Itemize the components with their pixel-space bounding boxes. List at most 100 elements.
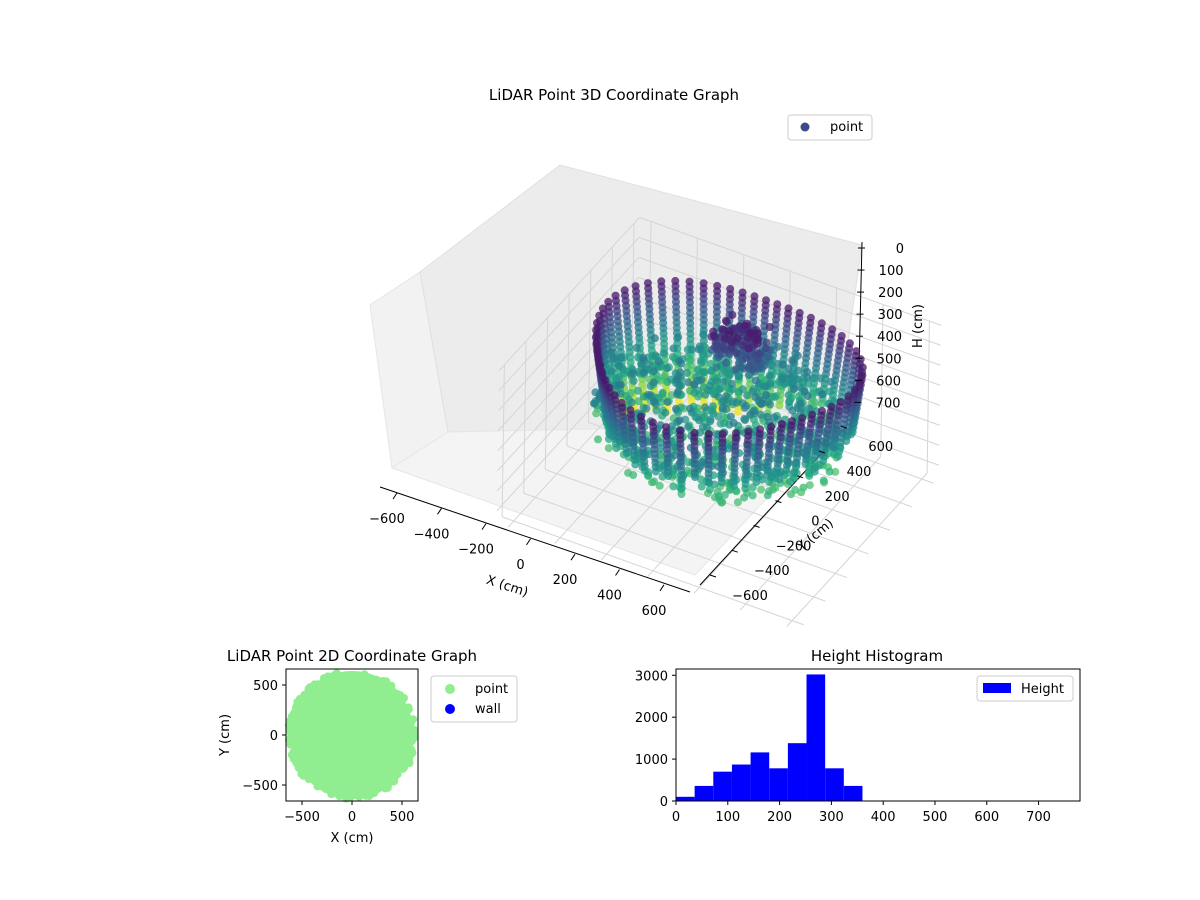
point-3d xyxy=(592,326,601,335)
y-tick-label: 0 xyxy=(270,729,278,744)
point-3d xyxy=(819,476,828,485)
point-3d xyxy=(684,422,693,431)
point-2d xyxy=(360,670,369,679)
grid-line xyxy=(588,270,592,423)
grid-line xyxy=(523,341,527,494)
point-2d xyxy=(319,674,328,683)
point-3d xyxy=(788,417,797,426)
point-3d xyxy=(706,417,715,426)
point-3d xyxy=(634,386,642,395)
point-3d xyxy=(744,344,753,353)
point-3d xyxy=(722,392,731,401)
point-3d xyxy=(803,373,812,382)
x-tick-mark xyxy=(570,553,576,561)
point-3d xyxy=(604,444,613,453)
point-2d xyxy=(345,673,354,682)
legend-marker-point xyxy=(445,684,455,694)
point-2d xyxy=(291,705,300,714)
histogram-bar xyxy=(750,752,770,801)
point-3d xyxy=(670,451,679,460)
point-3d xyxy=(775,401,784,410)
point-3d xyxy=(729,418,738,427)
x-tick-mark xyxy=(392,492,398,500)
grid-line xyxy=(498,217,640,372)
z-tick-label: 400 xyxy=(877,330,902,345)
point-3d xyxy=(729,397,737,406)
x-tick-label: 400 xyxy=(871,810,896,825)
point-2d xyxy=(304,768,313,777)
point-3d xyxy=(682,368,691,377)
point-3d xyxy=(594,435,602,444)
point-3d xyxy=(703,423,712,432)
point-3d xyxy=(834,452,843,461)
point-3d xyxy=(764,352,773,361)
x-tick-label: 200 xyxy=(767,810,792,825)
point-3d xyxy=(701,403,709,412)
point-3d xyxy=(804,404,813,413)
histogram-bar xyxy=(806,674,826,801)
point-2d xyxy=(389,691,398,700)
point-3d xyxy=(765,323,774,331)
point-3d xyxy=(673,375,682,384)
point-3d xyxy=(629,376,638,385)
point-3d xyxy=(778,360,787,369)
point-3d xyxy=(610,391,619,400)
point-3d xyxy=(695,416,704,425)
point-3d xyxy=(738,385,747,394)
point-3d xyxy=(790,468,798,477)
ticks-histogram: 0 100 200 300 400 500 600 700 0 1000 2000 3000 xyxy=(635,669,1051,825)
point-3d xyxy=(817,399,826,408)
point-3d xyxy=(772,367,781,376)
chart-3d-title: LiDAR Point 3D Coordinate Graph xyxy=(489,86,739,104)
point-3d xyxy=(763,491,772,500)
point-3d xyxy=(683,362,692,371)
y-tick-label: −500 xyxy=(242,779,278,794)
point-3d xyxy=(731,429,740,438)
legend-marker-wall xyxy=(445,704,455,714)
legend-marker-point xyxy=(800,122,810,132)
point-3d xyxy=(734,359,743,368)
point-3d xyxy=(675,381,684,390)
point-3d xyxy=(720,490,729,499)
x-tick-mark xyxy=(437,508,442,515)
point-3d xyxy=(803,368,812,376)
point-3d xyxy=(740,493,749,502)
point-3d xyxy=(634,397,643,406)
point-3d xyxy=(818,407,826,415)
point-3d xyxy=(784,364,793,373)
point-3d xyxy=(830,443,839,451)
point-3d xyxy=(626,370,635,379)
grid-line xyxy=(566,294,570,447)
y-tick-mark xyxy=(840,425,847,429)
grid-line xyxy=(498,257,640,412)
legend-box xyxy=(976,675,1074,702)
point-3d xyxy=(651,351,660,360)
point-3d xyxy=(751,393,760,401)
histogram-bar xyxy=(843,785,863,801)
point-3d xyxy=(743,333,752,342)
point-3d xyxy=(697,358,706,367)
point-3d xyxy=(789,385,798,394)
point-3d xyxy=(650,334,659,343)
point-3d xyxy=(716,350,725,359)
point-3d xyxy=(690,428,699,437)
point-3d xyxy=(786,477,795,486)
point-3d xyxy=(761,382,770,391)
y-tick-label: 400 xyxy=(847,465,872,480)
x-tick-label: 600 xyxy=(642,604,667,619)
histogram-title: Height Histogram xyxy=(811,647,943,665)
point-3d xyxy=(733,498,742,507)
histogram-bar xyxy=(694,785,714,801)
point-3d xyxy=(733,407,742,416)
point-3d xyxy=(778,374,787,383)
point-3d xyxy=(690,380,698,389)
point-2d xyxy=(379,682,388,691)
point-3d xyxy=(805,481,814,490)
point-3d xyxy=(675,357,684,366)
y-tick-label: 1000 xyxy=(635,753,668,768)
x-tick-mark xyxy=(659,584,665,592)
y-tick-label: −400 xyxy=(754,564,790,579)
x-axis-label-2d: X (cm) xyxy=(331,831,374,846)
point-3d xyxy=(796,408,805,417)
y-tick-label: −200 xyxy=(776,539,812,554)
